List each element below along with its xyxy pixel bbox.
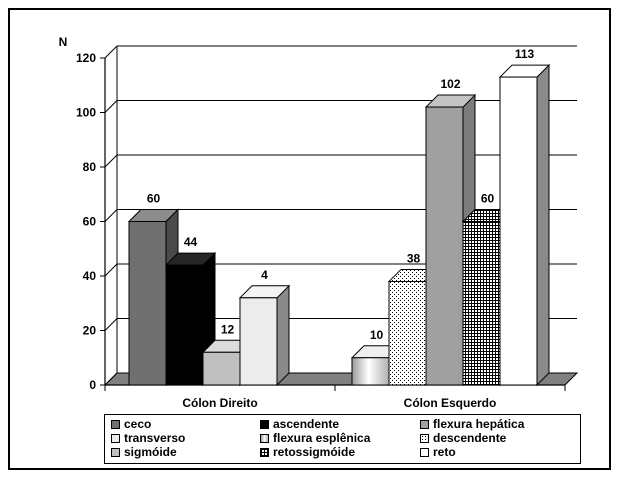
y-tick-diagonal	[104, 45, 118, 59]
legend-item-ceco: ceco	[111, 418, 151, 430]
legend-label: sigmóide	[124, 445, 177, 459]
y-tick-diagonal	[104, 154, 118, 168]
data-label: 113	[515, 47, 535, 61]
y-tick-diagonal	[104, 263, 118, 277]
data-label: 4	[261, 268, 268, 282]
bar-side	[276, 284, 290, 387]
bar-front	[388, 280, 427, 386]
bar-front	[165, 264, 204, 386]
x-category-label: Cólon Esquerdo	[404, 396, 497, 410]
legend-label: transverso	[124, 431, 186, 445]
legend-label: retossigmóide	[273, 445, 356, 459]
x-category-label: Cólon Direito	[182, 396, 257, 410]
data-label: 44	[184, 235, 198, 249]
legend-label: flexura hepática	[433, 417, 525, 431]
legend-item-descendente: descendente	[420, 432, 506, 444]
bar-front	[462, 221, 501, 386]
legend-item-retossigmoide: retossigmóide	[260, 446, 355, 458]
data-label: 12	[221, 322, 235, 336]
y-tick-label: 40	[83, 269, 97, 283]
legend-swatch	[260, 433, 269, 443]
bar-transverso	[238, 284, 291, 387]
legend-label: reto	[433, 445, 456, 459]
data-label: 38	[407, 251, 421, 265]
y-tick-diagonal	[104, 100, 118, 113]
legend-swatch	[111, 447, 120, 457]
legend-label: ascendente	[273, 417, 340, 431]
y-tick-diagonal	[104, 209, 118, 222]
y-tick-label: 0	[89, 378, 96, 392]
bar-front	[351, 357, 390, 386]
legend-swatch	[260, 447, 269, 457]
y-tick-label: 120	[76, 51, 96, 65]
bar-side	[536, 63, 550, 387]
legend-swatch	[420, 433, 429, 443]
y-tick-label: 60	[83, 215, 97, 229]
y-axis-title: N	[59, 35, 68, 49]
y-tick-label: 100	[76, 106, 96, 120]
legend-item-ascendente: ascendente	[260, 418, 339, 430]
bar-reto	[498, 63, 551, 387]
data-label: 60	[481, 192, 495, 206]
legend: ceco ascendente flexura hepática transverso…	[104, 414, 581, 464]
bar-front	[128, 221, 167, 386]
data-label: 102	[440, 77, 460, 91]
bar-front	[499, 76, 538, 386]
y-tick-diagonal	[104, 318, 118, 331]
legend-item-sigmoide: sigmóide	[111, 446, 177, 458]
legend-label: flexura esplênica	[273, 431, 371, 445]
legend-item-transverso: transverso	[111, 432, 185, 444]
bar-front	[202, 351, 241, 386]
y-tick-label: 20	[83, 324, 97, 338]
data-label: 10	[370, 328, 384, 342]
legend-swatch	[420, 419, 429, 429]
bar-front	[239, 297, 278, 386]
data-label: 60	[147, 192, 161, 206]
y-tick-diagonal	[104, 372, 118, 386]
bar-front	[425, 106, 464, 386]
legend-swatch	[111, 419, 120, 429]
legend-swatch	[420, 447, 429, 457]
legend-swatch	[260, 419, 269, 429]
legend-label: descendente	[433, 431, 507, 445]
legend-item-flexura-esplenica: flexura esplênica	[260, 432, 370, 444]
legend-item-reto: reto	[420, 446, 456, 458]
legend-label: ceco	[124, 417, 152, 431]
legend-swatch	[111, 433, 120, 443]
y-tick-label: 80	[83, 160, 97, 174]
legend-item-flexura-hepatica: flexura hepática	[420, 418, 524, 430]
